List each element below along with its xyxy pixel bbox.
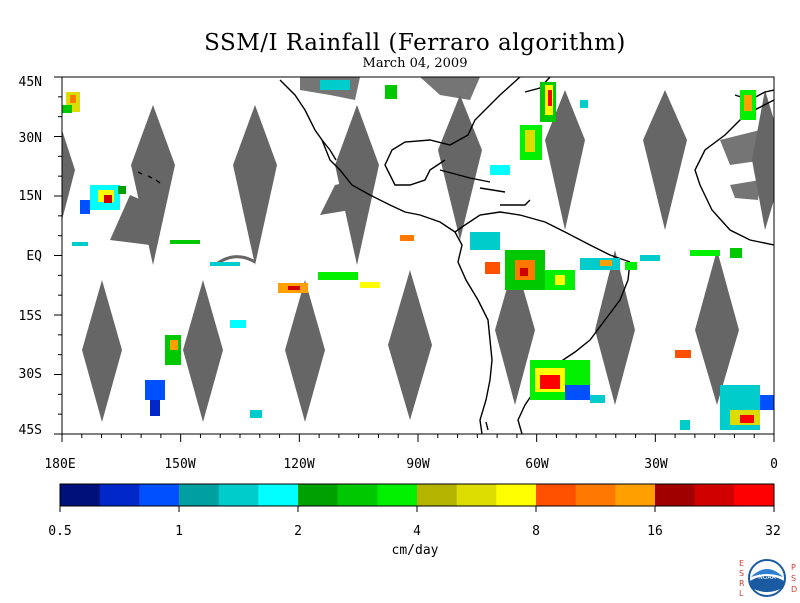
lon-label-120w: 120W <box>283 457 315 472</box>
colorbar-swatch <box>218 484 259 506</box>
colorbar-swatch <box>734 484 775 506</box>
colorbar-swatch <box>258 484 299 506</box>
lon-label-60w: 60W <box>525 457 549 472</box>
colorbar-swatch <box>179 484 220 506</box>
colorbar-tick-4: 4 <box>413 524 421 539</box>
colorbar-swatch <box>298 484 339 506</box>
map-date: March 04, 2009 <box>362 56 468 71</box>
logo-letter-l: L <box>739 589 744 598</box>
noaa-esrl-psd-logo: NOAA E S R L P S D <box>737 557 797 599</box>
lat-label-15n: 15N <box>18 189 42 204</box>
colorbar-units: cm/day <box>391 543 439 558</box>
logo-letter-e: E <box>739 559 745 568</box>
colorbar-swatch <box>377 484 418 506</box>
colorbar-tick-32: 32 <box>765 524 781 539</box>
colorbar-tick-2: 2 <box>294 524 302 539</box>
logo-letter-d: D <box>791 585 798 594</box>
lat-label-eq: EQ <box>26 249 42 264</box>
lon-label-90w: 90W <box>406 457 430 472</box>
colorbar-swatch <box>575 484 616 506</box>
logo-letter-p: P <box>791 563 796 572</box>
colorbar-swatch <box>655 484 696 506</box>
logo-letter-s2: S <box>791 574 797 583</box>
lon-label-180e: 180E <box>44 457 76 472</box>
colorbar-swatch <box>99 484 140 506</box>
colorbar-swatch <box>615 484 656 506</box>
logo-letter-s: S <box>739 569 745 578</box>
lon-label-0: 0 <box>770 457 778 472</box>
coastlines <box>137 77 774 434</box>
colorbar-tick-1: 1 <box>175 524 183 539</box>
colorbar <box>59 483 775 512</box>
rainfall-patches <box>62 80 774 430</box>
lat-label-15s: 15S <box>18 309 42 324</box>
colorbar-swatch <box>496 484 537 506</box>
map-title: SSM/I Rainfall (Ferraro algorithm) <box>204 30 626 56</box>
colorbar-swatch <box>60 484 101 506</box>
colorbar-swatch <box>417 484 458 506</box>
noaa-text: NOAA <box>758 574 776 581</box>
lat-label-45s: 45S <box>18 423 42 438</box>
colorbar-swatch <box>337 484 378 506</box>
colorbar-swatch <box>456 484 497 506</box>
colorbar-swatch <box>139 484 180 506</box>
colorbar-tick-16: 16 <box>647 524 663 539</box>
lat-label-30s: 30S <box>18 367 42 382</box>
noaa-icon: NOAA <box>748 559 786 597</box>
lat-label-45n: 45N <box>18 75 42 90</box>
colorbar-tick-0.5: 0.5 <box>48 524 72 539</box>
colorbar-swatch <box>694 484 735 506</box>
colorbar-tick-8: 8 <box>532 524 540 539</box>
satellite-swath-gaps <box>62 77 774 422</box>
lat-label-30n: 30N <box>18 131 42 146</box>
lon-label-30w: 30W <box>644 457 668 472</box>
logo-letter-r: R <box>739 579 745 588</box>
colorbar-swatch <box>536 484 577 506</box>
lon-label-150w: 150W <box>164 457 196 472</box>
axis-ticks <box>54 76 775 442</box>
